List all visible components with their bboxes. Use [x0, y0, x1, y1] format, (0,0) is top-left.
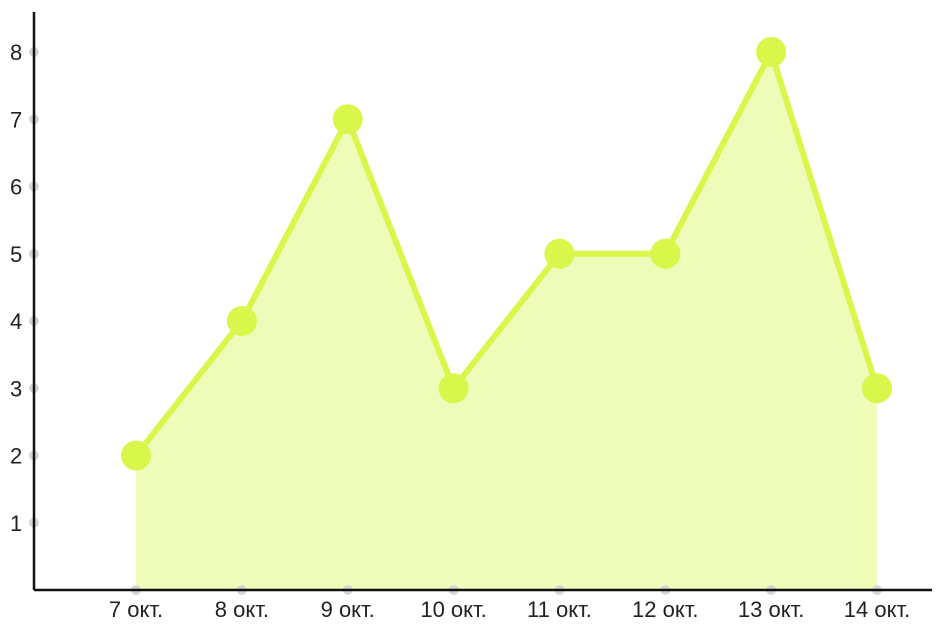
- x-tick-label: 9 окт.: [321, 597, 375, 622]
- marker-layer: [121, 37, 892, 471]
- x-tick-label: 14 окт.: [844, 597, 910, 622]
- data-point[interactable]: [332, 104, 363, 135]
- data-point[interactable]: [438, 373, 469, 404]
- y-tick-label: 4: [10, 309, 22, 334]
- line-layer: [133, 49, 880, 459]
- x-tick-label: 13 окт.: [738, 597, 804, 622]
- x-tick-label: 8 окт.: [215, 597, 269, 622]
- x-tick-label: 10 окт.: [420, 597, 486, 622]
- data-point[interactable]: [756, 37, 787, 67]
- y-tick-label: 6: [10, 175, 22, 200]
- y-tick-label: 7: [10, 107, 22, 132]
- x-tick-label: 12 окт.: [632, 597, 698, 622]
- x-tick-label: 11 окт.: [527, 597, 592, 622]
- y-tick-label: 5: [10, 242, 22, 267]
- x-tick-labels: 7 окт. 8 окт. 9 окт. 10 окт. 11 окт. 12 окт. 1…: [109, 597, 910, 622]
- data-point[interactable]: [544, 238, 575, 269]
- data-point[interactable]: [226, 306, 257, 336]
- axis-layer: [32, 12, 932, 592]
- area-fill: [136, 52, 877, 590]
- y-tick-label: 8: [10, 40, 22, 65]
- y-tick-label: 2: [10, 444, 22, 469]
- data-point[interactable]: [862, 373, 892, 404]
- y-tick-label: 1: [10, 511, 22, 536]
- x-tick-label: 7 окт.: [109, 597, 163, 622]
- y-tick-label: 3: [10, 376, 22, 401]
- data-point[interactable]: [650, 238, 681, 269]
- y-tick-labels: 1 2 3 4 5 6 7 8: [10, 40, 22, 536]
- data-point[interactable]: [121, 440, 151, 471]
- area-layer: [136, 52, 877, 590]
- series-line: [133, 49, 880, 459]
